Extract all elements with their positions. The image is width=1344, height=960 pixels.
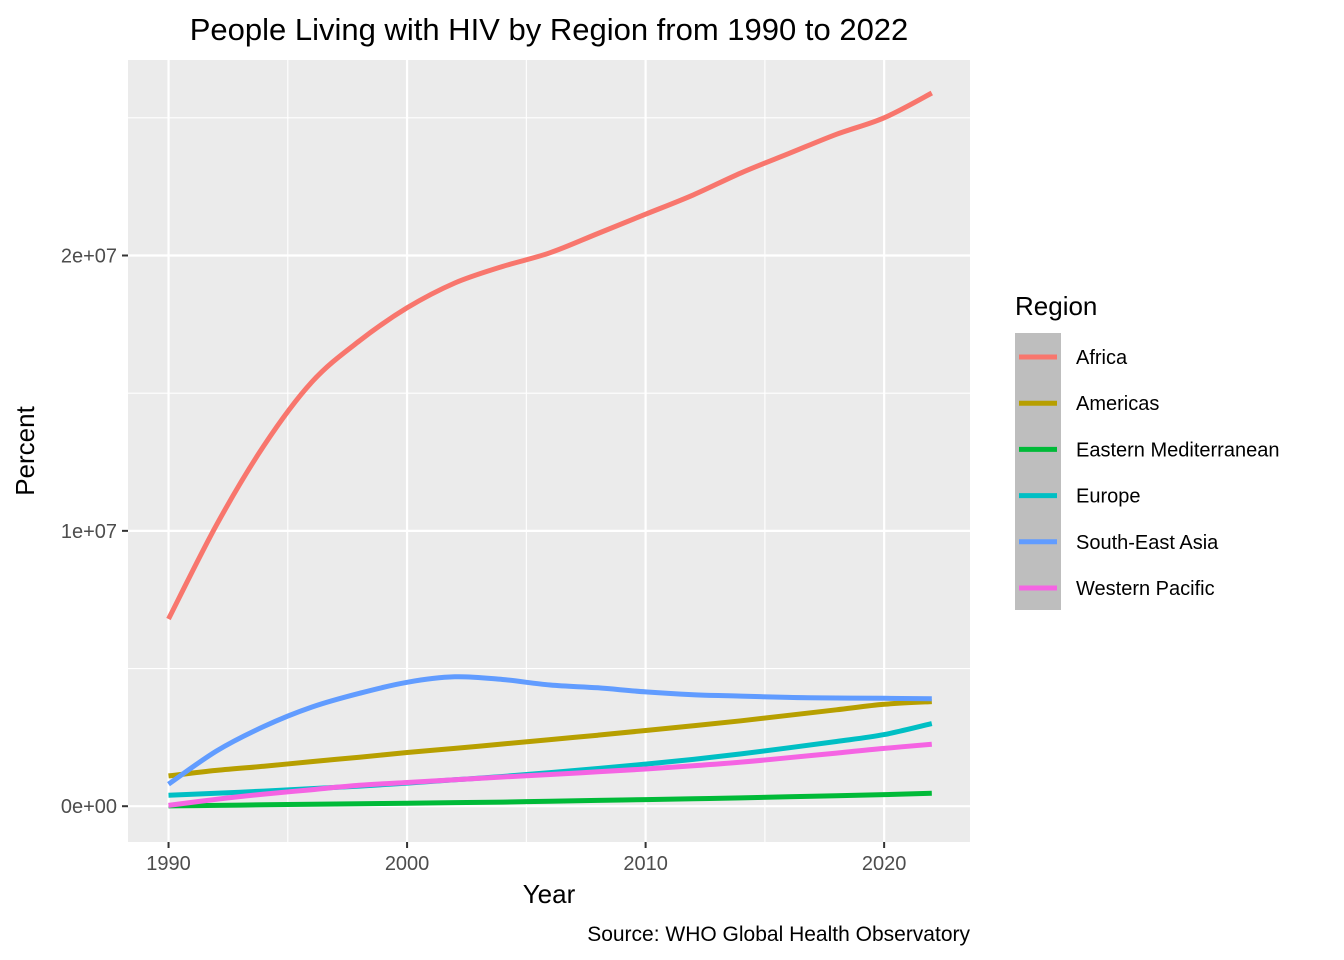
series-line-south-east-asia xyxy=(167,674,932,787)
legend-title: Region xyxy=(1015,291,1097,321)
series-line-americas xyxy=(168,699,932,779)
series-line-western-pacific xyxy=(168,741,932,808)
legend-label-south-east-asia: South-East Asia xyxy=(1076,532,1219,554)
series-line-eastern-mediterranean xyxy=(168,790,932,809)
legend-label-americas: Americas xyxy=(1076,393,1159,415)
grid-minor xyxy=(128,60,970,842)
legend-items: Africa Americas Eastern Mediterranean Europ… xyxy=(1019,347,1279,600)
x-tick-label: 1990 xyxy=(146,853,191,875)
x-axis: 1990 2000 2010 2020 xyxy=(146,842,906,875)
y-tick-label: 1e+07 xyxy=(61,521,117,543)
y-axis-label: Percent xyxy=(10,405,40,495)
legend-label-europe: Europe xyxy=(1076,486,1141,508)
series-layer xyxy=(166,90,933,809)
y-axis: 0e+00 1e+07 2e+07 xyxy=(61,246,128,818)
legend-key-background xyxy=(1015,333,1061,610)
y-tick-label: 0e+00 xyxy=(61,796,117,818)
legend: Region Africa Americas Eastern Mediterrane… xyxy=(1015,291,1279,610)
plot-panel xyxy=(128,60,970,842)
legend-label-western-pacific: Western Pacific xyxy=(1076,578,1215,600)
chart-title: People Living with HIV by Region from 19… xyxy=(190,12,909,47)
x-tick-label: 2020 xyxy=(862,853,907,875)
y-tick-label: 2e+07 xyxy=(61,246,117,268)
legend-label-africa: Africa xyxy=(1076,347,1128,369)
legend-label-eastern-mediterranean: Eastern Mediterranean xyxy=(1076,439,1279,461)
x-axis-label: Year xyxy=(523,879,576,909)
series-line-africa xyxy=(166,90,933,621)
x-tick-label: 2010 xyxy=(623,853,668,875)
chart-caption: Source: WHO Global Health Observatory xyxy=(587,923,970,946)
x-tick-label: 2000 xyxy=(385,853,430,875)
